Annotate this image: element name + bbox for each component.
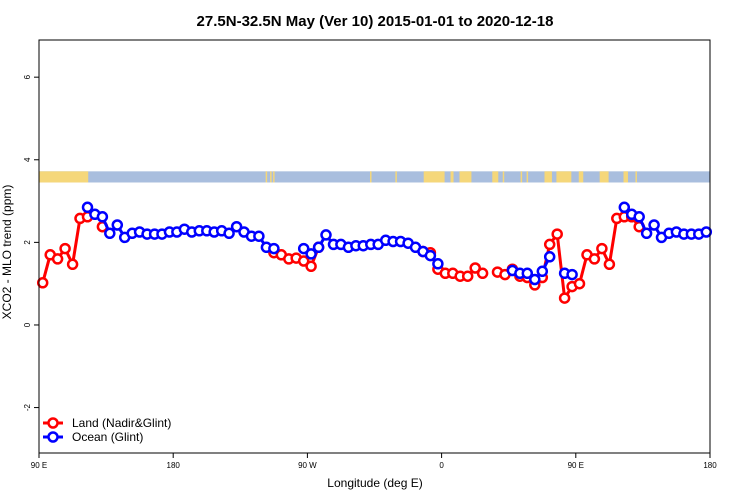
- x-axis-ticks: 90 E 180 90 W 0 90 E 180: [31, 453, 717, 470]
- land-band-segment-13: [544, 171, 552, 183]
- y-tick-label: 4: [23, 157, 32, 162]
- land-band-segment-17: [623, 171, 628, 183]
- land-band-segment-6: [423, 171, 445, 183]
- ocean-point: [305, 248, 317, 260]
- ocean-point: [648, 219, 660, 231]
- ocean-point: [223, 227, 235, 240]
- ocean-point: [432, 258, 444, 270]
- series-ocean: [81, 201, 713, 286]
- land-band-segment-1: [265, 171, 268, 183]
- y-axis-ticks: -2 0 2 4 6: [23, 74, 39, 411]
- land-point: [51, 253, 64, 265]
- land-point: [573, 277, 586, 290]
- land-band-segment-18: [635, 171, 637, 183]
- legend-ocean-label: Ocean (Glint): [72, 430, 143, 444]
- ocean-point: [253, 230, 265, 242]
- ocean-point: [424, 249, 437, 262]
- y-axis-label: XCO2 - MLO trend (ppm): [0, 185, 14, 320]
- land-band-segment-11: [520, 171, 523, 183]
- ocean-point: [633, 211, 645, 223]
- land-band-segment-8: [459, 171, 472, 183]
- land-band-segment-5: [395, 171, 397, 183]
- ocean-point: [320, 229, 332, 241]
- legend: Land (Nadir&Glint) Ocean (Glint): [43, 416, 171, 444]
- land-point: [596, 242, 608, 255]
- ocean-point: [521, 267, 534, 280]
- ocean-point: [618, 201, 631, 214]
- ocean-point: [529, 273, 541, 286]
- ocean-point: [566, 268, 578, 281]
- legend-land-marker: [47, 417, 59, 429]
- land-point: [543, 238, 556, 251]
- ocean-point: [111, 219, 124, 231]
- x-axis-label: Longitude (deg E): [327, 476, 422, 490]
- land-band-segment-3: [273, 171, 275, 183]
- ocean-point: [81, 201, 94, 214]
- land-point: [469, 262, 481, 274]
- land-point: [588, 253, 601, 265]
- land-point: [551, 228, 563, 240]
- x-tick-label: 0: [439, 461, 444, 470]
- ocean-point: [640, 227, 653, 240]
- land-point: [476, 267, 489, 280]
- ocean-point: [536, 265, 549, 278]
- land-point: [59, 242, 71, 255]
- legend-land-label: Land (Nadir&Glint): [72, 416, 171, 430]
- land-band-segment-0: [39, 171, 89, 183]
- land-point: [305, 260, 317, 273]
- land-point: [461, 270, 474, 282]
- ocean-point: [700, 226, 713, 238]
- ocean-point: [96, 211, 109, 223]
- land-band-segment-15: [578, 171, 584, 183]
- ocean-point: [230, 220, 243, 233]
- x-tick-label: 180: [703, 461, 717, 470]
- land-point: [297, 255, 310, 267]
- land-band-segment-16: [599, 171, 609, 183]
- ocean-point: [104, 227, 116, 240]
- ocean-point: [297, 242, 310, 255]
- land-point: [558, 292, 571, 304]
- ocean-point: [312, 241, 325, 254]
- ocean-band: [39, 171, 710, 183]
- land-band-segment-12: [526, 171, 529, 183]
- y-tick-label: 0: [23, 322, 32, 327]
- land-band-segment-10: [502, 171, 505, 183]
- x-tick-label: 90 E: [568, 461, 584, 470]
- land-ocean-band: [39, 171, 710, 183]
- ocean-point: [543, 251, 556, 263]
- chart-title: 27.5N-32.5N May (Ver 10) 2015-01-01 to 2…: [197, 13, 554, 30]
- plot-series: [36, 201, 713, 304]
- y-tick-label: 6: [23, 74, 32, 79]
- x-tick-label: 90 W: [298, 461, 317, 470]
- land-point: [36, 277, 49, 289]
- land-band-segment-7: [450, 171, 454, 183]
- y-tick-label: 2: [23, 240, 32, 245]
- land-point: [603, 258, 616, 271]
- land-band-segment-9: [492, 171, 499, 183]
- x-tick-label: 180: [167, 461, 181, 470]
- y-tick-label: -2: [23, 403, 32, 411]
- land-point: [66, 258, 79, 271]
- plot-frame: [38, 39, 711, 454]
- legend-ocean-marker: [47, 431, 59, 443]
- land-band-segment-14: [556, 171, 572, 183]
- x-tick-label: 90 E: [31, 461, 47, 470]
- land-band-segment-4: [370, 171, 372, 183]
- ocean-point: [268, 242, 280, 255]
- land-band-segment-2: [270, 171, 272, 183]
